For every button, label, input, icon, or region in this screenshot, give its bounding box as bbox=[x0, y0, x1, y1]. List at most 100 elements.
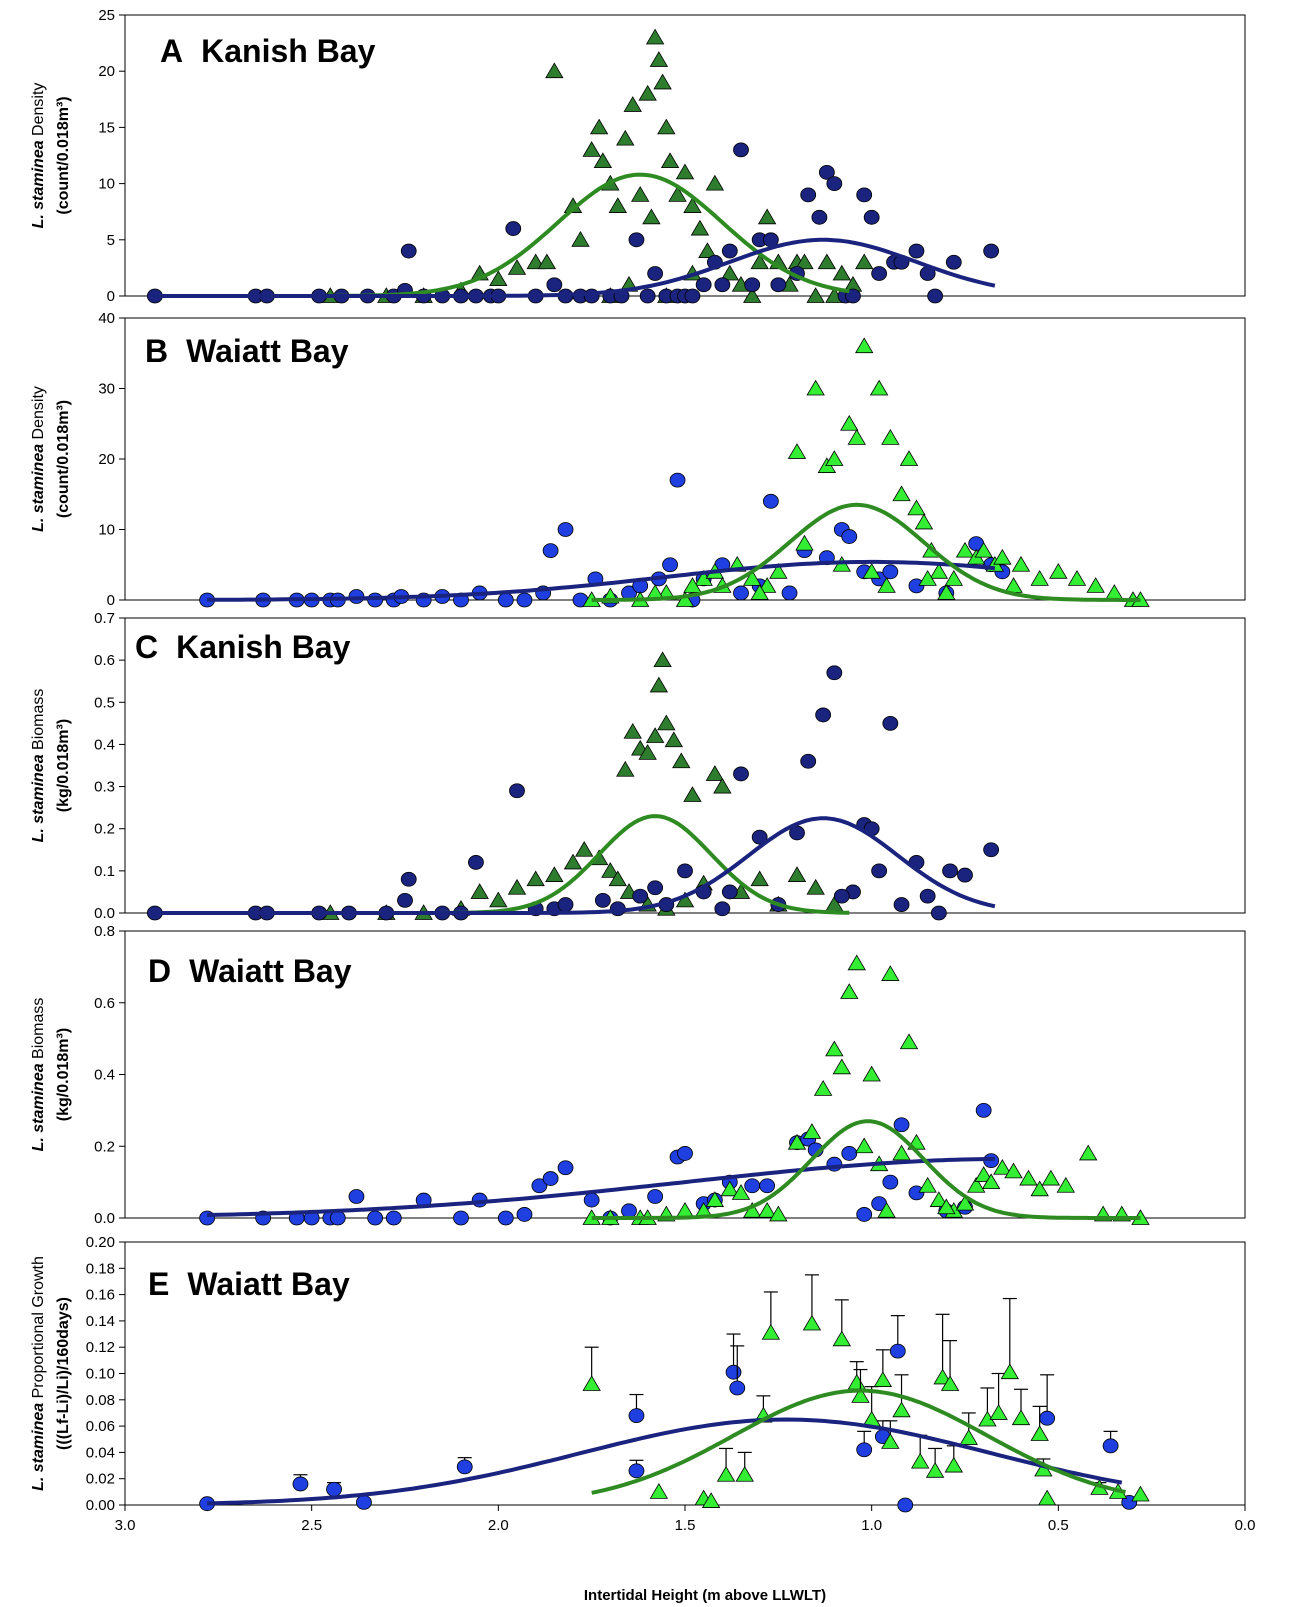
y-axis-species: L. staminea bbox=[30, 754, 47, 842]
data-point bbox=[856, 187, 873, 203]
data-point bbox=[649, 676, 669, 693]
data-point bbox=[505, 221, 522, 236]
data-point bbox=[516, 1207, 533, 1222]
y-tick-label: 0.12 bbox=[86, 1339, 115, 1356]
data-point bbox=[542, 543, 559, 559]
data-point bbox=[557, 1160, 574, 1176]
data-point bbox=[769, 1205, 788, 1222]
panel-site: Kanish Bay bbox=[201, 33, 375, 69]
data-point bbox=[653, 73, 672, 90]
data-point bbox=[955, 541, 975, 558]
y-tick-label: 0 bbox=[107, 288, 115, 305]
panel-letter: B bbox=[145, 333, 168, 369]
data-point bbox=[537, 253, 557, 270]
data-point bbox=[468, 855, 484, 870]
data-point bbox=[720, 1180, 739, 1197]
panel-site: Waiatt Bay bbox=[187, 1266, 350, 1302]
data-point bbox=[914, 513, 934, 530]
data-point bbox=[575, 840, 594, 857]
data-point bbox=[925, 1462, 945, 1478]
data-point bbox=[729, 1380, 746, 1396]
data-point bbox=[545, 62, 564, 79]
panels: 0 5 10 15 20 25 L. staminea Density (count/0.01… bbox=[30, 7, 1246, 1514]
series-circle-points bbox=[199, 1102, 1000, 1226]
x-tick-label: 2.0 bbox=[488, 1517, 509, 1534]
data-point bbox=[733, 585, 749, 601]
data-point bbox=[1105, 584, 1124, 600]
data-point bbox=[957, 867, 973, 883]
data-point bbox=[975, 1102, 992, 1118]
data-point bbox=[1102, 1438, 1119, 1454]
y-tick-label: 0.5 bbox=[94, 694, 115, 711]
data-point bbox=[757, 1202, 777, 1218]
data-point bbox=[1067, 570, 1087, 586]
data-point bbox=[802, 1314, 822, 1331]
data-point bbox=[705, 174, 725, 191]
y-tick-label: 0.0 bbox=[94, 905, 115, 922]
y-tick-label: 0.2 bbox=[94, 1138, 115, 1155]
fitted-curve bbox=[207, 1156, 995, 1218]
data-point bbox=[677, 1146, 693, 1161]
y-axis-label: L. staminea Proportional Growth bbox=[30, 1256, 47, 1491]
data-point bbox=[795, 253, 814, 270]
series-circle-points bbox=[146, 665, 1000, 921]
data-point bbox=[329, 1210, 346, 1226]
data-point bbox=[889, 1343, 906, 1359]
fitted-curve bbox=[207, 559, 996, 602]
data-point bbox=[800, 187, 817, 203]
data-point bbox=[1037, 1489, 1057, 1506]
data-point bbox=[847, 954, 866, 971]
data-point bbox=[892, 1144, 911, 1161]
data-point bbox=[664, 731, 683, 748]
data-point bbox=[762, 493, 779, 509]
data-point bbox=[892, 1401, 911, 1418]
data-point bbox=[1049, 563, 1068, 579]
data-point bbox=[871, 863, 888, 879]
fitted-curve bbox=[207, 1417, 1123, 1506]
y-tick-label: 0.8 bbox=[94, 923, 115, 940]
data-point bbox=[593, 152, 613, 169]
y-axis-label: L. staminea Density bbox=[30, 83, 47, 229]
data-point bbox=[713, 777, 732, 794]
data-point bbox=[649, 51, 669, 67]
data-point bbox=[882, 1174, 899, 1190]
data-point bbox=[631, 186, 650, 202]
y-axis-label: L. staminea Density bbox=[30, 386, 47, 532]
data-point bbox=[583, 1192, 600, 1208]
data-point bbox=[400, 243, 417, 259]
data-point bbox=[855, 337, 874, 354]
data-point bbox=[750, 870, 769, 887]
data-point bbox=[1019, 1169, 1038, 1186]
data-point bbox=[862, 563, 881, 579]
panel-e: 0.00 0.02 0.04 0.06 0.08 0.10 0.12 0.14 0.16 0.18… bbox=[30, 1234, 1246, 1514]
y-tick-label: 0.2 bbox=[94, 821, 115, 838]
data-point bbox=[1131, 1485, 1150, 1502]
data-point bbox=[993, 548, 1012, 565]
data-point bbox=[1000, 1363, 1019, 1380]
data-point bbox=[795, 534, 814, 551]
data-point bbox=[944, 1456, 963, 1473]
x-tick-label: 1.0 bbox=[861, 1517, 882, 1534]
data-point bbox=[557, 897, 574, 912]
y-tick-label: 0.20 bbox=[86, 1234, 115, 1251]
data-point bbox=[841, 1146, 858, 1161]
panel-d: 0.0 0.2 0.4 0.6 0.8 L. staminea Biomass (kg/0.… bbox=[30, 923, 1246, 1227]
data-point bbox=[811, 209, 828, 225]
data-point bbox=[542, 1171, 559, 1186]
data-point bbox=[751, 829, 768, 845]
panel-title: C Kanish Bay bbox=[135, 629, 351, 665]
panel-letter: E bbox=[148, 1266, 169, 1302]
data-point bbox=[616, 760, 635, 777]
y-axis-measure: Biomass bbox=[30, 998, 47, 1064]
data-point bbox=[563, 853, 583, 870]
data-point bbox=[509, 783, 525, 799]
panel-site: Waiatt Bay bbox=[186, 333, 349, 369]
data-point bbox=[632, 888, 649, 904]
data-point bbox=[882, 564, 899, 580]
data-point bbox=[516, 592, 533, 608]
panel-c: 0.0 0.1 0.2 0.3 0.4 0.5 0.6 0.7 L. staminea Biom… bbox=[30, 610, 1246, 922]
data-point bbox=[817, 253, 837, 270]
data-point bbox=[638, 84, 657, 101]
data-point bbox=[944, 570, 963, 586]
